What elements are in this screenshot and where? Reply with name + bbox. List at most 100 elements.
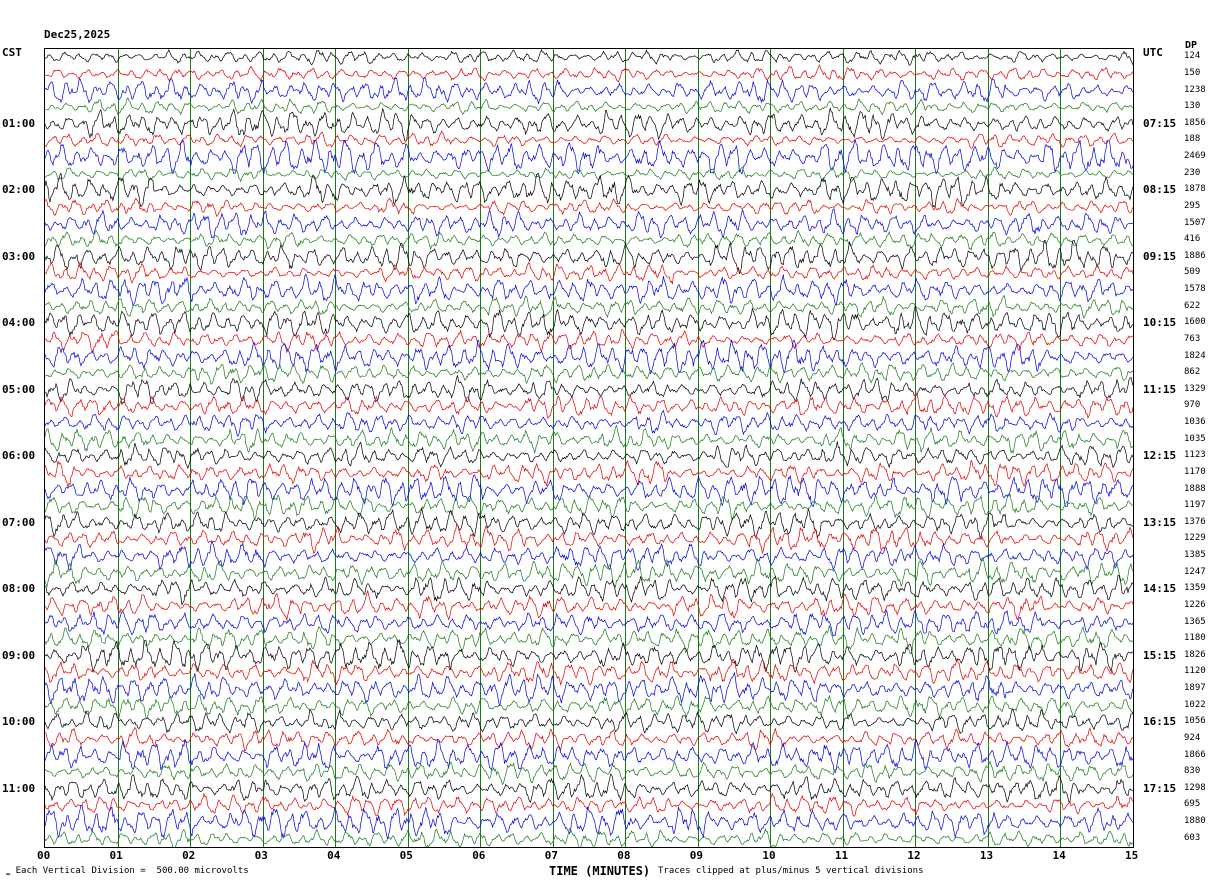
dp-value: 1359	[1184, 583, 1206, 594]
header-date: Dec25,2025	[44, 28, 111, 41]
grid-line-minute-13	[987, 49, 989, 847]
trace-row	[45, 522, 1133, 556]
grid-line-minute-02	[190, 49, 192, 847]
utc-time-label: 09:15	[1143, 249, 1177, 263]
dp-value: 1123	[1184, 450, 1206, 461]
trace-row	[45, 406, 1133, 440]
grid-line-minute-08	[625, 49, 627, 847]
trace-row	[45, 506, 1133, 540]
dp-value: 1229	[1184, 533, 1206, 544]
trace-row	[45, 672, 1133, 707]
x-tick-label: 05	[399, 849, 413, 862]
dp-value: 1866	[1184, 749, 1206, 760]
x-tick-label: 01	[109, 849, 123, 862]
scale-note: ▁ Each Vertical Division = 500.00 microv…	[6, 866, 249, 876]
dp-value: 295	[1184, 200, 1201, 211]
utc-time-label: 07:15	[1143, 116, 1177, 130]
utc-time-label: 10:15	[1143, 316, 1177, 330]
trace-row	[45, 738, 1133, 773]
dp-value: 150	[1184, 67, 1201, 78]
dp-value: 416	[1184, 234, 1201, 245]
trace-row	[45, 140, 1133, 175]
helicorder-plot	[44, 48, 1134, 848]
dp-value: 763	[1184, 333, 1201, 344]
cst-time-label: 01:00	[2, 116, 36, 130]
grid-line-minute-09	[697, 49, 699, 847]
utc-time-label: 08:15	[1143, 183, 1177, 197]
dp-value: 1329	[1184, 383, 1206, 394]
trace-row	[45, 207, 1133, 241]
trace-row	[45, 755, 1133, 789]
grid-line-minute-12	[915, 49, 917, 847]
dp-value: 1226	[1184, 599, 1206, 610]
arrow-icon: ▁	[6, 867, 11, 875]
trace-row	[45, 772, 1133, 806]
trace-row	[45, 805, 1133, 840]
dp-value: 1856	[1184, 117, 1206, 128]
utc-time-label: 11:15	[1143, 382, 1177, 396]
axis-label-dp: DP	[1185, 40, 1198, 51]
x-tick-label: 14	[1052, 849, 1066, 862]
dp-value: 1035	[1184, 433, 1206, 444]
trace-row	[45, 689, 1133, 723]
x-tick-label: 15	[1125, 849, 1139, 862]
utc-time-label: 13:15	[1143, 515, 1177, 529]
trace-row	[45, 290, 1133, 324]
cst-time-label: 02:00	[2, 183, 36, 197]
x-tick-label: 04	[327, 849, 341, 862]
cst-time-label: 06:00	[2, 449, 36, 463]
x-tick-label: 07	[544, 849, 558, 862]
x-tick-label: 09	[689, 849, 704, 862]
dp-value: 1507	[1184, 217, 1206, 228]
dp-value: 1578	[1184, 284, 1206, 295]
cst-time-label: 07:00	[2, 515, 36, 529]
dp-value: 924	[1184, 732, 1201, 743]
dp-value: 1170	[1184, 466, 1206, 477]
utc-time-label: 16:15	[1143, 715, 1177, 729]
dp-value: 1238	[1184, 84, 1206, 95]
utc-time-label: 12:15	[1143, 449, 1177, 463]
axis-label-cst: CST	[2, 46, 22, 59]
trace-row	[45, 256, 1133, 290]
dp-value: 124	[1184, 51, 1201, 62]
x-tick-label: 08	[617, 849, 631, 862]
dp-value: 509	[1184, 267, 1201, 278]
cst-time-label: 10:00	[2, 715, 36, 729]
grid-line-minute-06	[480, 49, 482, 847]
trace-row	[45, 356, 1133, 390]
dp-value: 130	[1184, 101, 1201, 112]
trace-row	[45, 705, 1133, 739]
x-axis-title: TIME (MINUTES)	[549, 864, 651, 878]
dp-value: 188	[1184, 134, 1201, 145]
dp-value: 1197	[1184, 500, 1206, 511]
dp-value: 1022	[1184, 699, 1206, 710]
trace-row	[45, 439, 1133, 473]
trace-row	[45, 606, 1133, 640]
cst-time-label: 08:00	[2, 582, 36, 596]
dp-value: 1120	[1184, 666, 1206, 677]
cst-time-label: 11:00	[2, 781, 36, 795]
trace-row	[45, 589, 1133, 623]
trace-row	[45, 722, 1133, 756]
trace-row	[45, 423, 1133, 457]
trace-row	[45, 638, 1133, 673]
trace-row	[45, 788, 1133, 822]
trace-row	[45, 339, 1133, 374]
dp-value: 1036	[1184, 417, 1206, 428]
trace-row	[45, 190, 1133, 224]
trace-row	[45, 239, 1133, 274]
trace-row	[45, 389, 1133, 423]
dp-value: 2469	[1184, 151, 1206, 162]
trace-row	[45, 57, 1133, 91]
dp-value: 970	[1184, 400, 1201, 411]
grid-line-minute-05	[407, 49, 409, 847]
dp-value: 622	[1184, 300, 1201, 311]
x-tick-label: 13	[979, 849, 994, 862]
cst-time-label: 09:00	[2, 648, 36, 662]
dp-value: 1180	[1184, 633, 1206, 644]
dp-value: 1056	[1184, 716, 1206, 727]
trace-row	[45, 74, 1133, 108]
x-tick-label: 02	[182, 849, 196, 862]
utc-time-label: 17:15	[1143, 781, 1177, 795]
dp-value: 1880	[1184, 816, 1206, 827]
